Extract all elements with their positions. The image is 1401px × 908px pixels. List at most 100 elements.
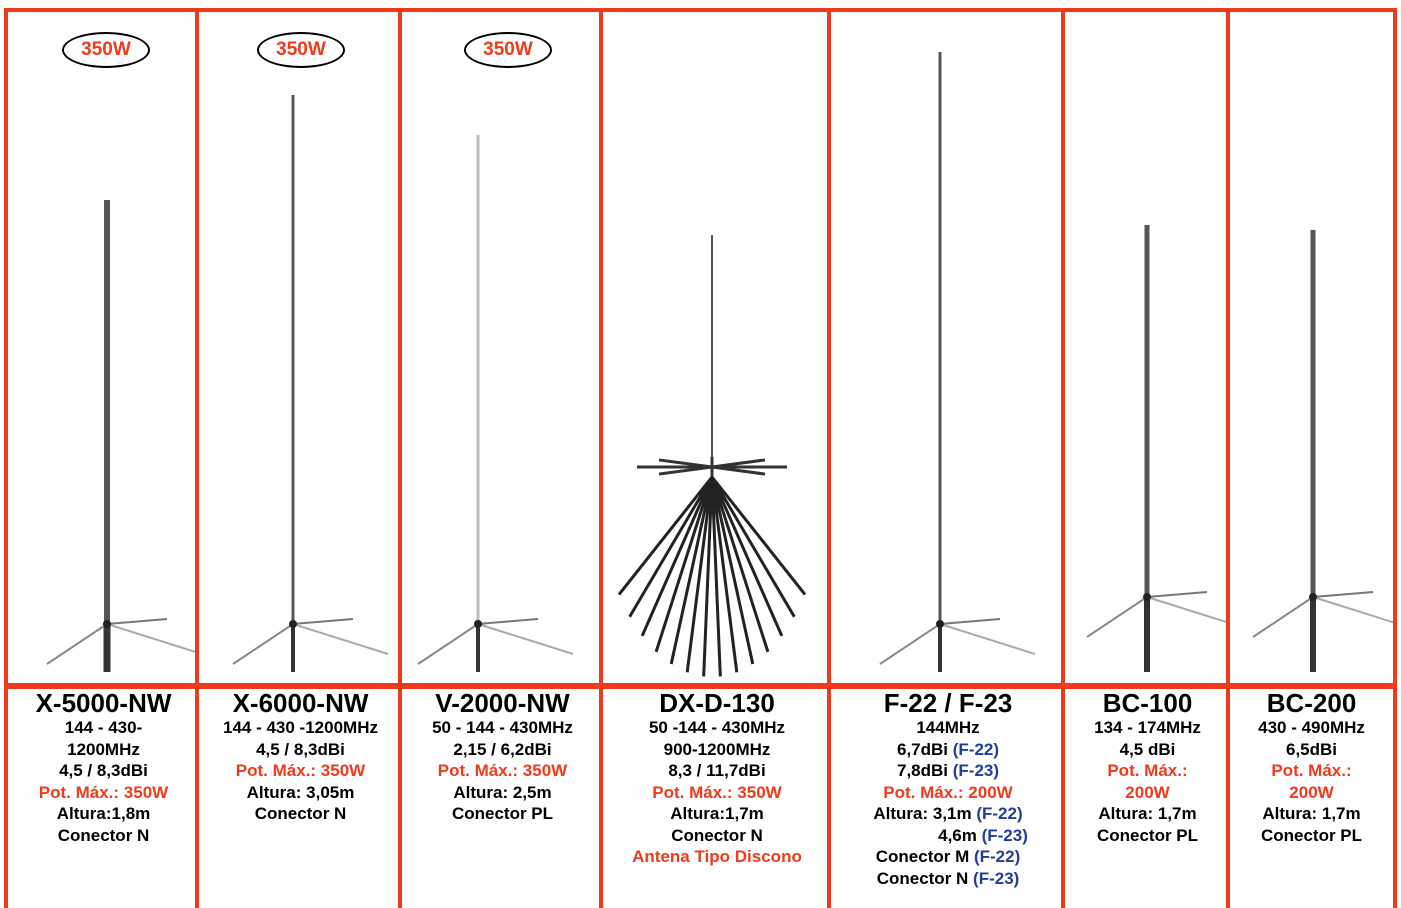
spec-line: 50 -144 - 430MHz: [603, 717, 831, 739]
spec-line: Conector N (F-23): [831, 868, 1065, 890]
spec-text: Altura: 1,7m: [1262, 804, 1361, 823]
antenna-part: [474, 620, 482, 628]
antenna-part: [1252, 596, 1314, 638]
row-divider: [402, 683, 603, 689]
antenna-part: [106, 623, 203, 655]
spec-text: 1200MHz: [67, 739, 140, 759]
spec-line: 144MHz: [831, 717, 1065, 739]
spec-line: Conector PL: [1065, 825, 1230, 847]
antenna-image: [1065, 12, 1243, 683]
spec-text: Pot. Máx.:: [1271, 761, 1352, 780]
spec-text: 4,5 / 8,3dBi: [256, 739, 345, 759]
spec-line: 7,8dBi (F-23): [831, 760, 1065, 782]
antenna-part: [685, 476, 714, 673]
antenna-part: [711, 458, 766, 469]
antenna-drawing: [617, 235, 807, 677]
spec-text: Altura: 3,05m: [246, 782, 355, 802]
spec-line: Antena Tipo Discono: [603, 846, 831, 868]
row-divider: [1065, 683, 1230, 689]
spec-text: 6,5dBi: [1285, 739, 1338, 759]
antenna-part: [292, 623, 389, 655]
antenna-part: [640, 476, 714, 637]
product-specs: DX-D-130 50 -144 - 430MHz 900-1200MHz 8,3 /…: [603, 689, 831, 868]
spec-text: Conector M: [875, 847, 974, 866]
antenna-part: [654, 476, 714, 653]
spec-text: (F-23): [981, 825, 1028, 845]
antenna-part: [417, 623, 479, 665]
product-specs: F-22 / F-23 144MHz 6,7dBi (F-22) 7,8dBi (F-…: [831, 689, 1065, 889]
spec-line: Conector PL: [1230, 825, 1393, 847]
power-badge: 350W: [464, 32, 552, 68]
antenna-part: [702, 476, 714, 677]
product-column: BC-200 430 - 490MHz 6,5dBi Pot. Máx.: 200W Al…: [1226, 8, 1401, 908]
spec-line: Altura: 1,7m: [1230, 803, 1393, 825]
product-specs: BC-200 430 - 490MHz 6,5dBi Pot. Máx.: 200W Al…: [1230, 689, 1393, 846]
antenna-image: [831, 12, 1065, 683]
antenna-drawing: [232, 95, 389, 672]
antenna-part: [710, 476, 739, 673]
antenna-part: [658, 458, 713, 469]
spec-line: 144 - 430 -1200MHz: [199, 717, 402, 739]
spec-line: Pot. Máx.: 350W: [199, 760, 402, 782]
spec-line: 144 - 430-: [8, 717, 199, 739]
spec-line: 4,6m (F-23): [831, 825, 1065, 847]
spec-text: Pot. Máx.: 350W: [38, 782, 169, 802]
spec-text: (F-22): [976, 804, 1023, 823]
spec-text: Pot. Máx.: 350W: [652, 782, 782, 802]
spec-line: 8,3 / 11,7dBi: [603, 760, 831, 782]
spec-line: Altura:1,8m: [8, 803, 199, 825]
antenna-drawing: [46, 200, 203, 672]
spec-line: 200W: [1065, 782, 1230, 804]
spec-text: 50 -144 - 430MHz: [648, 718, 786, 737]
spec-line: Pot. Máx.:: [1230, 760, 1393, 782]
spec-text: 4,5 dBi: [1119, 739, 1176, 759]
power-badge: 350W: [62, 32, 150, 68]
spec-line: 900-1200MHz: [603, 739, 831, 761]
product-column: DX-D-130 50 -144 - 430MHz 900-1200MHz 8,3 /…: [599, 8, 831, 908]
spec-text: Altura: 1,7m: [1098, 804, 1197, 823]
spec-text: Conector N: [254, 804, 347, 823]
spec-line: Conector M (F-22): [831, 846, 1065, 868]
spec-text: Antena Tipo Discono: [632, 847, 802, 866]
spec-text: Conector N: [57, 825, 150, 845]
product-specs: BC-100 134 - 174MHz 4,5 dBi Pot. Máx.: 200W A…: [1065, 689, 1230, 846]
product-name: X-6000-NW: [232, 688, 369, 718]
spec-text: Pot. Máx.:: [1107, 761, 1188, 780]
spec-line: 1200MHz: [8, 739, 199, 761]
product-specs: X-6000-NW 144 - 430 -1200MHz 4,5 / 8,3dBi P…: [199, 689, 402, 825]
spec-line: Pot. Máx.: 350W: [402, 760, 603, 782]
product-column: 350W V-2000-NW 50 - 144 - 430MHz 2,15 / 6,2…: [398, 8, 603, 908]
product-name: BC-100: [1102, 688, 1193, 718]
spec-line: Pot. Máx.: 350W: [8, 782, 199, 804]
spec-text: 200W: [1125, 782, 1170, 802]
antenna-part: [1086, 596, 1148, 638]
spec-text: Altura:1,7m: [670, 804, 764, 823]
spec-line: Conector N: [199, 803, 402, 825]
spec-line: Pot. Máx.: 350W: [603, 782, 831, 804]
spec-text: Pot. Máx.: 350W: [235, 761, 366, 780]
spec-text: Altura:1,8m: [56, 804, 151, 823]
antenna-part: [232, 623, 294, 665]
antenna-part: [711, 465, 766, 476]
antenna-part: [879, 623, 941, 665]
antenna-part: [292, 618, 354, 625]
spec-text: 4,5 / 8,3dBi: [59, 761, 148, 780]
spec-line: Altura: 3,05m: [199, 782, 402, 804]
product-name: DX-D-130: [659, 688, 775, 718]
product-name: V-2000-NW: [435, 688, 570, 718]
antenna-part: [710, 476, 755, 665]
spec-text: Altura: 3,1m: [873, 804, 977, 823]
antenna-drawing: [417, 135, 574, 672]
spec-line: Conector N: [8, 825, 199, 847]
antenna-drawing: [1252, 230, 1401, 672]
antenna-image: [8, 12, 203, 683]
spec-line: Pot. Máx.:: [1065, 760, 1230, 782]
spec-text: Altura: 2,5m: [453, 782, 552, 802]
spec-text: 2,15 / 6,2dBi: [453, 739, 552, 759]
spec-text: 200W: [1289, 782, 1334, 802]
spec-text: Conector PL: [451, 804, 554, 823]
antenna-image: [603, 12, 831, 683]
product-name: X-5000-NW: [35, 688, 172, 718]
spec-line: 4,5 / 8,3dBi: [199, 739, 402, 761]
